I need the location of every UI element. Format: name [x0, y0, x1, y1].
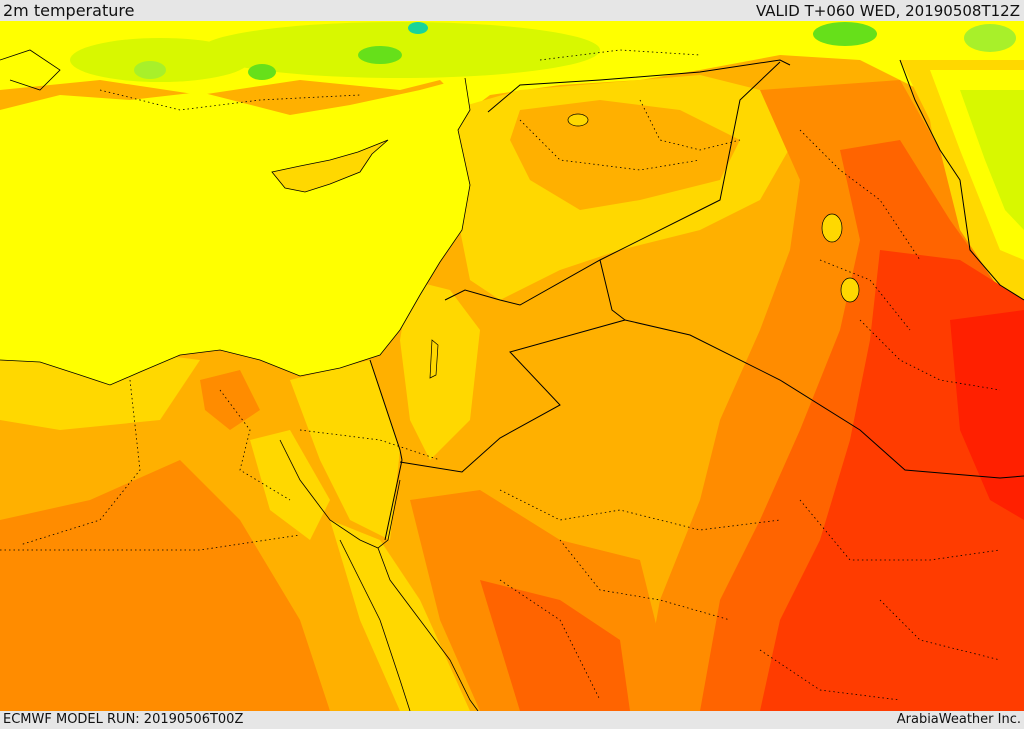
valid-time-label: VALID T+060 WED, 20190508T12Z — [755, 2, 1020, 20]
lake — [567, 113, 589, 127]
turkey-cool-zone — [70, 38, 250, 82]
temperature-map[interactable] — [0, 21, 1024, 711]
province-borders — [0, 49, 1001, 701]
green-patch — [408, 22, 428, 34]
levant-zone — [510, 100, 740, 210]
turkey-cool-zone — [200, 22, 600, 78]
cyprus-island — [271, 139, 389, 193]
jordan-zone — [400, 280, 480, 460]
egypt-zone — [0, 350, 200, 430]
lake — [840, 277, 860, 303]
footer-bar: ECMWF MODEL RUN: 20190506T00Z ArabiaWeat… — [0, 711, 1024, 729]
hejaz-zone — [480, 580, 630, 711]
green-patch — [964, 24, 1016, 52]
dead-sea — [429, 339, 439, 379]
red-sea-zone — [330, 520, 470, 711]
zagros-strip — [960, 90, 1024, 230]
coastlines — [0, 49, 479, 711]
country-borders — [369, 59, 1024, 541]
model-run-label: ECMWF MODEL RUN: 20190506T00Z — [3, 712, 244, 727]
green-patch — [248, 64, 276, 80]
egypt-zone — [200, 370, 260, 430]
iraq-heat — [950, 310, 1024, 520]
lake — [821, 213, 843, 243]
credit-label: ArabiaWeather Inc. — [896, 712, 1021, 727]
green-patch — [358, 46, 402, 64]
egypt-zone — [250, 430, 330, 540]
green-patch — [813, 22, 877, 46]
header-bar: 2m temperature VALID T+060 WED, 20190508… — [0, 0, 1024, 21]
egypt-zone — [0, 460, 330, 711]
sinai-zone — [290, 360, 400, 540]
map-canvas — [0, 21, 1024, 711]
map-title: 2m temperature — [3, 1, 135, 20]
green-patch — [134, 61, 166, 79]
